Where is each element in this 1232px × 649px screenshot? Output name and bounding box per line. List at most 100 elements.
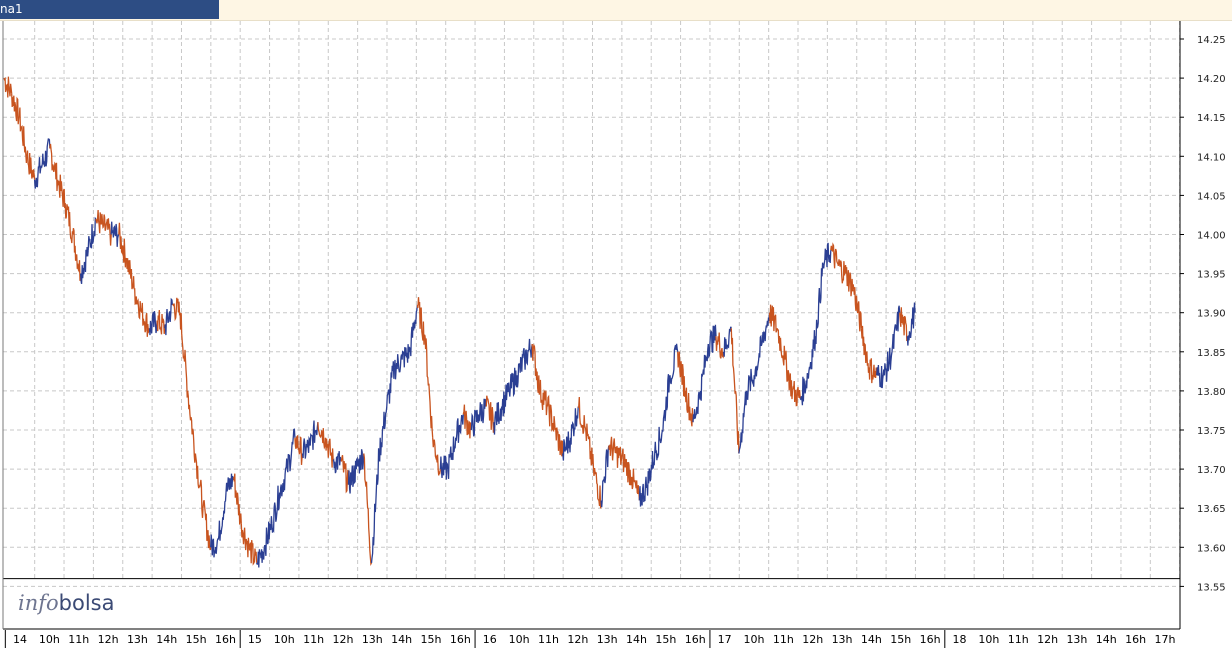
price-segment bbox=[707, 324, 717, 359]
y-tick-label: 13.65 bbox=[1197, 504, 1226, 515]
price-segment bbox=[615, 445, 625, 473]
price-segment bbox=[776, 328, 786, 366]
x-tick-label: 12h bbox=[567, 633, 588, 646]
y-tick-label: 14.00 bbox=[1197, 231, 1226, 242]
price-segment bbox=[577, 396, 587, 434]
price-segment bbox=[355, 449, 365, 474]
price-segment bbox=[868, 358, 878, 384]
x-tick-label: 14h bbox=[391, 633, 412, 646]
price-segment bbox=[692, 390, 702, 423]
price-segment bbox=[784, 350, 794, 400]
logo-info-text: info bbox=[18, 591, 59, 615]
price-segment bbox=[654, 426, 664, 461]
price-segment bbox=[439, 455, 449, 480]
price-segment bbox=[378, 406, 388, 462]
price-segment bbox=[814, 262, 824, 345]
price-segment bbox=[799, 373, 809, 406]
price-segment bbox=[661, 374, 671, 432]
price-segment bbox=[830, 242, 840, 269]
y-tick-label: 13.75 bbox=[1197, 426, 1226, 437]
price-segment bbox=[906, 302, 916, 346]
x-tick-label: 14h bbox=[156, 633, 177, 646]
price-segment bbox=[462, 404, 472, 439]
x-tick-label: 15h bbox=[655, 633, 676, 646]
price-segment bbox=[49, 143, 59, 192]
price-segment bbox=[638, 476, 648, 507]
price-segment bbox=[386, 361, 396, 407]
x-tick-label: 13h bbox=[127, 633, 148, 646]
price-segment bbox=[11, 93, 20, 125]
y-tick-label: 13.60 bbox=[1197, 543, 1226, 554]
price-segment bbox=[172, 297, 181, 322]
y-tick-label: 13.70 bbox=[1197, 465, 1226, 476]
price-series bbox=[3, 76, 916, 568]
price-segment bbox=[500, 382, 510, 417]
price-segment bbox=[845, 267, 855, 297]
price-segment bbox=[546, 394, 556, 432]
price-segment bbox=[807, 330, 817, 379]
price-segment bbox=[562, 431, 572, 461]
price-segment bbox=[301, 435, 311, 459]
y-tick-label: 13.80 bbox=[1197, 387, 1226, 398]
price-segment bbox=[424, 336, 434, 438]
x-tick-label: 11h bbox=[1008, 633, 1029, 646]
price-segment bbox=[148, 311, 158, 336]
x-tick-label: 10h bbox=[509, 633, 530, 646]
price-segment bbox=[340, 455, 350, 494]
price-segment bbox=[26, 150, 36, 180]
price-segment bbox=[64, 203, 74, 244]
price-segment bbox=[202, 499, 212, 551]
price-segment bbox=[592, 468, 602, 509]
tab-active[interactable]: na1 bbox=[0, 0, 219, 19]
price-segment bbox=[271, 485, 281, 533]
x-tick-label: 15h bbox=[186, 633, 207, 646]
x-tick-label: 10h bbox=[743, 633, 764, 646]
x-tick-label: 12h bbox=[332, 633, 353, 646]
price-segment bbox=[41, 138, 51, 168]
price-segment bbox=[110, 221, 120, 247]
price-segment bbox=[699, 343, 709, 401]
price-segment bbox=[363, 453, 373, 566]
price-segment bbox=[370, 448, 380, 563]
tab-label: na1 bbox=[0, 2, 23, 16]
x-tick-label: 10h bbox=[39, 633, 60, 646]
x-tick-label: 13h bbox=[597, 633, 618, 646]
price-segment bbox=[210, 534, 219, 558]
price-segment bbox=[324, 437, 334, 468]
x-tick-label: 10h bbox=[274, 633, 295, 646]
price-segment bbox=[669, 343, 679, 385]
x-tick-label: 17h bbox=[1155, 633, 1176, 646]
price-segment bbox=[761, 312, 771, 345]
price-segment bbox=[822, 242, 832, 269]
price-segment bbox=[95, 209, 104, 234]
price-segment bbox=[531, 343, 541, 395]
price-segment bbox=[263, 516, 273, 556]
price-segment bbox=[187, 390, 197, 463]
price-segment bbox=[455, 414, 464, 443]
price-segment bbox=[745, 368, 755, 401]
price-segment bbox=[791, 380, 801, 407]
price-segment bbox=[393, 354, 403, 380]
x-tick-label: 14 bbox=[13, 633, 27, 646]
y-tick-label: 13.85 bbox=[1197, 348, 1226, 359]
price-segment bbox=[294, 435, 304, 465]
x-tick-label: 11h bbox=[538, 633, 559, 646]
price-segment bbox=[493, 402, 503, 435]
price-segment bbox=[516, 348, 526, 388]
price-segment bbox=[485, 395, 495, 433]
price-segment bbox=[569, 406, 579, 445]
y-tick-labels: 14.25 14.20 14.15 14.10 14.05 14.00 13.95 13.90… bbox=[1197, 35, 1226, 593]
price-segment bbox=[883, 347, 893, 382]
price-segment bbox=[853, 287, 863, 332]
price-segment bbox=[233, 473, 242, 525]
price-segment bbox=[837, 259, 847, 284]
price-segment bbox=[508, 367, 518, 398]
price-segment bbox=[133, 288, 143, 320]
price-segment bbox=[87, 216, 97, 251]
price-segment bbox=[194, 453, 204, 518]
price-segment bbox=[677, 351, 686, 397]
price-segment bbox=[179, 312, 189, 398]
x-tick-label: 16h bbox=[685, 633, 706, 646]
price-segment bbox=[332, 451, 342, 474]
